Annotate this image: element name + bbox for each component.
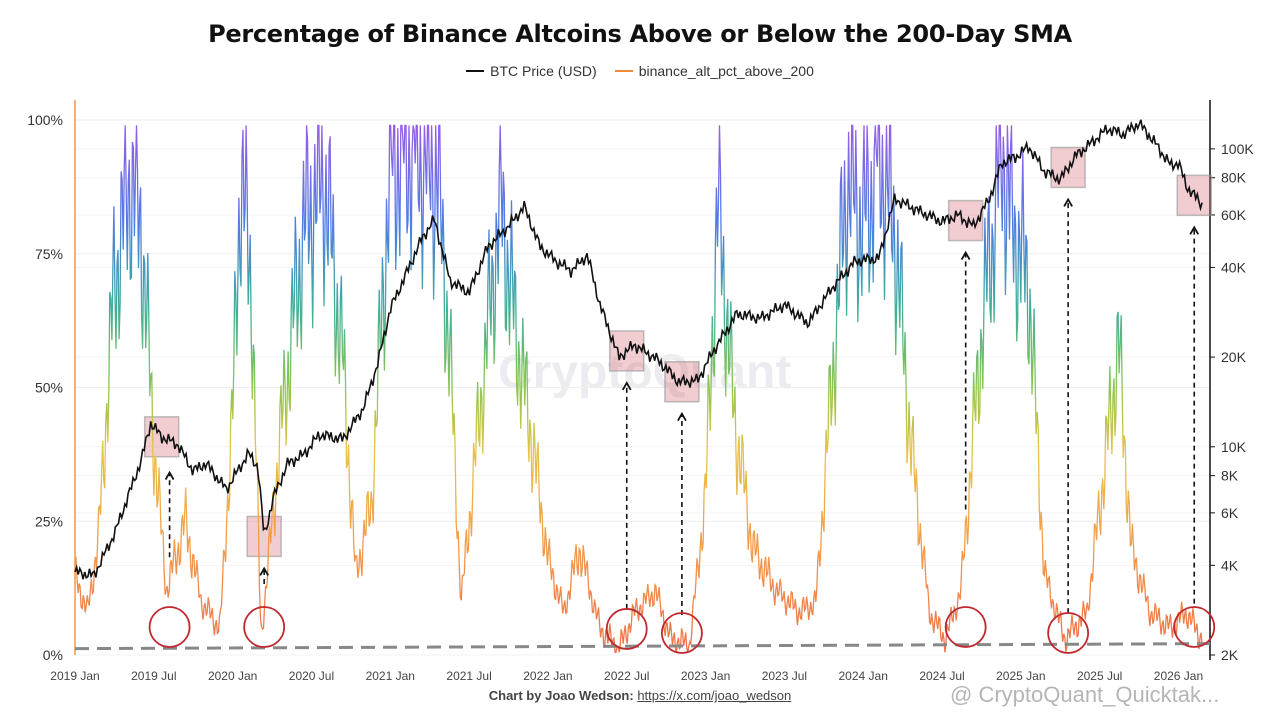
credit-prefix: Chart by Joao Wedson: — [488, 688, 634, 703]
highlight-boxes — [143, 146, 1212, 558]
arrow-head-6 — [1189, 225, 1200, 235]
right-tick-label-7: 60K — [1221, 207, 1247, 223]
x-tick-label-8: 2023 Jan — [681, 669, 730, 683]
x-tick-label-0: 2019 Jan — [50, 669, 99, 683]
arrow-head-0 — [164, 470, 175, 480]
right-tick-label-1: 4K — [1221, 557, 1239, 573]
legend-label-btc: BTC Price (USD) — [490, 63, 597, 79]
x-tick-label-12: 2025 Jan — [996, 669, 1045, 683]
x-axis-ticks: 2019 Jan 2019 Jul 2020 Jan 2020 Jul 2021 Jan… — [50, 669, 1203, 683]
left-tick-label-1: 25% — [35, 513, 63, 529]
x-tick-label-3: 2020 Jul — [289, 669, 334, 683]
chart-credit: Chart by Joao Wedson: https://x.com/joao… — [0, 688, 1280, 703]
credit-link[interactable]: https://x.com/joao_wedson — [637, 688, 792, 703]
annotation-circles — [148, 606, 1216, 654]
x-tick-label-2: 2020 Jan — [208, 669, 257, 683]
right-axis-ticks: 2K 4K 6K 8K 10K 20K 40K 60K 80K 100K — [1210, 141, 1254, 663]
x-tick-label-7: 2022 Jul — [604, 669, 649, 683]
legend-swatch-btc — [466, 70, 485, 72]
arrow-head-4 — [960, 250, 971, 261]
low-circle-5 — [1047, 612, 1090, 654]
right-tick-label-8: 80K — [1221, 170, 1247, 186]
left-tick-label-0: 0% — [43, 647, 63, 663]
right-tick-label-4: 10K — [1221, 439, 1247, 455]
series-line-btc — [74, 119, 1203, 580]
arrow-head-1 — [259, 566, 269, 576]
annotation-arrows — [164, 197, 1200, 615]
watermark-corner: @ CryptoQuant_Quicktak... — [950, 682, 1220, 707]
series-line-alt — [74, 124, 1203, 653]
low-circle-4 — [944, 606, 987, 648]
x-tick-label-10: 2024 Jan — [838, 669, 887, 683]
x-tick-label-14: 2026 Jan — [1154, 669, 1203, 683]
right-tick-label-9: 100K — [1221, 141, 1254, 157]
x-tick-label-1: 2019 Jul — [131, 669, 176, 683]
low-circle-2 — [605, 608, 648, 650]
x-tick-label-11: 2024 Jul — [919, 669, 964, 683]
highlight-box-5 — [1050, 146, 1086, 189]
x-tick-label-5: 2021 Jul — [446, 669, 491, 683]
arrow-head-3 — [677, 411, 687, 422]
right-tick-label-3: 8K — [1221, 468, 1239, 484]
baseline-dashed — [74, 642, 1211, 651]
legend-swatch-alt — [614, 70, 633, 72]
low-circle-6 — [1173, 606, 1216, 648]
left-tick-label-4: 100% — [27, 112, 63, 128]
left-tick-label-3: 75% — [35, 246, 63, 262]
highlight-box-1 — [246, 515, 282, 558]
legend-item-btc[interactable]: BTC Price (USD) — [466, 63, 597, 79]
right-tick-label-0: 2K — [1221, 647, 1239, 663]
x-tick-label-4: 2021 Jan — [366, 669, 415, 683]
arrow-head-2 — [621, 381, 632, 391]
right-tick-label-5: 20K — [1221, 349, 1247, 365]
low-circle-1 — [243, 606, 286, 648]
legend-label-alt: binance_alt_pct_above_200 — [638, 63, 814, 79]
legend-item-alt[interactable]: binance_alt_pct_above_200 — [614, 63, 814, 79]
arrow-head-5 — [1063, 197, 1073, 207]
left-axis-ticks: 0% 25% 50% 75% 100% — [27, 112, 63, 663]
x-tick-label-13: 2025 Jul — [1077, 669, 1122, 683]
right-tick-label-6: 40K — [1221, 259, 1247, 275]
chart-title: Percentage of Binance Altcoins Above or … — [208, 20, 1072, 48]
x-tick-label-6: 2022 Jan — [523, 669, 572, 683]
left-tick-label-2: 50% — [35, 380, 63, 396]
right-tick-label-2: 6K — [1221, 505, 1239, 521]
low-circle-3 — [661, 612, 703, 654]
chart-legend: BTC Price (USD) binance_alt_pct_above_20… — [0, 63, 1280, 79]
low-circle-0 — [148, 606, 191, 648]
x-tick-label-9: 2023 Jul — [762, 669, 807, 683]
